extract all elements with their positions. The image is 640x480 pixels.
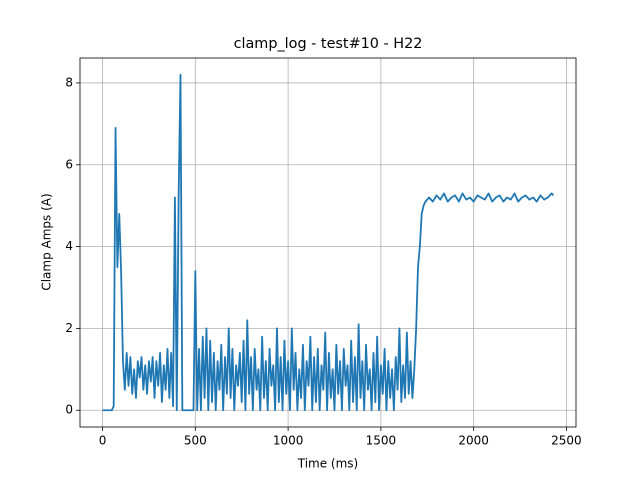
x-tick-label: 2500 xyxy=(551,434,582,448)
y-tick-label: 6 xyxy=(65,157,73,171)
data-line xyxy=(102,73,555,412)
x-tick-label: 1000 xyxy=(273,434,304,448)
x-tick-label: 1500 xyxy=(366,434,397,448)
chart-title: clamp_log - test#10 - H22 xyxy=(234,36,423,52)
y-tick-label: 0 xyxy=(65,403,73,417)
plot-frame xyxy=(79,57,577,428)
x-tick-label: 2000 xyxy=(458,434,489,448)
y-tick-label: 2 xyxy=(65,321,73,335)
y-axis-label: Clamp Amps (A) xyxy=(40,193,54,290)
x-tick-label: 500 xyxy=(184,434,207,448)
x-tick-label: 0 xyxy=(99,434,107,448)
y-tick-label: 4 xyxy=(65,239,73,253)
x-axis-label: Time (ms) xyxy=(297,457,359,471)
y-tick-label: 8 xyxy=(65,75,73,89)
